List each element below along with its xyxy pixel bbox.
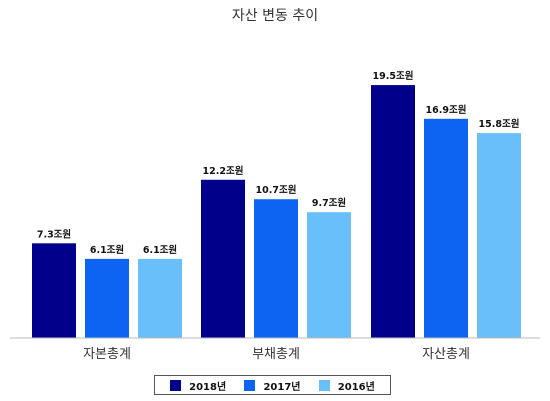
legend-label: 2016년 [337,381,375,393]
data-label-3-3: 15.8조원 [479,118,520,130]
bar-1-3 [138,258,182,338]
data-label-1-1: 7.3조원 [37,228,71,240]
data-label-3-1: 19.5조원 [373,70,414,82]
bar-2-3 [307,212,351,338]
legend-label: 2018년 [189,381,227,393]
legend-label: 2017년 [263,381,301,393]
bar-3-3 [477,133,521,338]
bar-2-2 [254,199,298,338]
legend: 2018년 2017년 2016년 [154,375,391,395]
legend-swatch [318,379,330,391]
legend-item-3: 2016년 [318,378,375,393]
category-label-3: 자산총계 [422,347,470,362]
data-label-2-3: 9.7조원 [312,197,346,209]
data-label-2-1: 12.2조원 [203,165,244,177]
data-label-2-2: 10.7조원 [256,184,297,196]
bar-3-2 [424,118,468,338]
legend-item-2: 2017년 [244,378,301,393]
bar-1-1 [32,243,76,338]
legend-swatch [170,379,182,391]
bars-layer [32,85,521,339]
bar-1-2 [85,258,129,338]
category-label-1: 자본총계 [83,347,131,362]
data-label-1-3: 6.1조원 [143,244,177,256]
chart-title: 자산 변동 추이 [231,8,319,24]
bar-2-1 [201,179,245,338]
category-label-2: 부채총계 [252,347,300,362]
data-label-1-2: 6.1조원 [90,244,124,256]
legend-item-1: 2018년 [170,378,226,393]
bar-3-1 [371,85,415,339]
legend-swatch [244,379,256,391]
data-label-3-2: 16.9조원 [426,104,467,116]
